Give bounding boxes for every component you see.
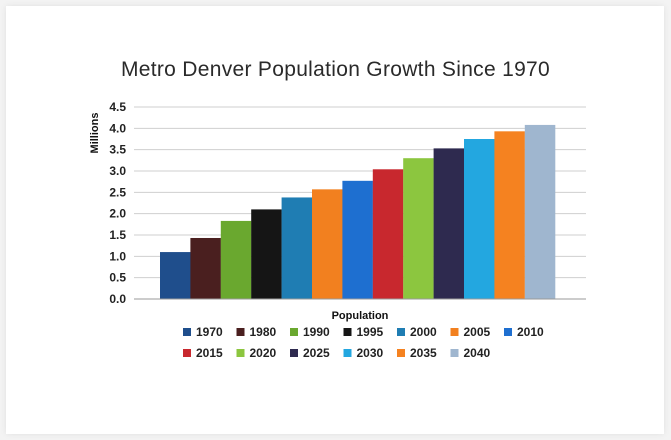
legend-label-2025: 2025 [303, 346, 330, 360]
bar-2040 [524, 124, 556, 299]
legend-swatch-2040 [450, 349, 459, 357]
chart-title: Metro Denver Population Growth Since 197… [120, 58, 551, 81]
bar-1990 [220, 220, 252, 299]
legend-swatch-2025 [290, 349, 298, 357]
legend-label-2015: 2015 [196, 346, 223, 360]
bar-2030 [464, 139, 495, 299]
legend-label-2040: 2040 [464, 346, 491, 360]
x-axis-label: Population [332, 310, 389, 322]
y-tick-label: 4.0 [109, 121, 126, 135]
legend-swatch-1970 [183, 328, 191, 336]
legend-swatch-2010 [504, 328, 512, 336]
legend-swatch-2030 [343, 349, 352, 357]
bar-2005 [312, 189, 343, 299]
y-axis-ticks: 0.0 0.5 1.0 1.5 2.0 2.5 3.0 3.5 4.0 4.5 [109, 100, 126, 306]
bar-1980 [190, 237, 221, 299]
y-tick-label: 2.5 [109, 185, 126, 199]
y-tick-label: 3.0 [109, 164, 126, 178]
legend-swatch-2005 [450, 328, 459, 336]
bar-1995 [251, 209, 282, 299]
legend-label-2020: 2020 [250, 346, 277, 360]
bar-2020 [403, 158, 434, 299]
bar-2010 [342, 180, 373, 299]
bars [160, 124, 556, 299]
y-tick-label: 1.5 [109, 228, 126, 242]
legend-label-2035: 2035 [410, 346, 437, 360]
legend-label-2005: 2005 [464, 325, 491, 339]
legend-swatch-1990 [290, 328, 298, 336]
bar-1970 [160, 252, 191, 299]
legend-label-1970: 1970 [196, 325, 223, 339]
legend-swatch-2020 [236, 349, 245, 357]
legend: 1970 1980 1990 1995 2000 2005 2010 2015 2020 2025… [183, 325, 544, 360]
legend-label-2000: 2000 [410, 325, 437, 339]
legend-swatch-1980 [236, 328, 245, 336]
legend-label-2030: 2030 [357, 346, 384, 360]
bar-2025 [433, 148, 465, 299]
y-tick-label: 0.0 [109, 292, 126, 306]
y-tick-label: 3.5 [109, 143, 126, 157]
y-tick-label: 4.5 [109, 100, 126, 114]
legend-label-1990: 1990 [303, 325, 330, 339]
legend-label-1995: 1995 [357, 325, 384, 339]
legend-swatch-2000 [397, 328, 405, 336]
legend-label-1980: 1980 [250, 325, 277, 339]
bar-2035 [494, 131, 525, 299]
legend-swatch-2035 [397, 349, 405, 357]
y-tick-label: 0.5 [109, 271, 126, 285]
legend-swatch-1995 [343, 328, 352, 336]
bar-2015 [372, 169, 404, 299]
bar-2000 [281, 197, 313, 299]
legend-label-2010: 2010 [517, 325, 544, 339]
legend-swatch-2015 [183, 349, 191, 357]
y-axis-label: Millions [89, 113, 101, 154]
y-tick-label: 1.0 [109, 249, 126, 263]
y-tick-label: 2.0 [109, 207, 126, 221]
